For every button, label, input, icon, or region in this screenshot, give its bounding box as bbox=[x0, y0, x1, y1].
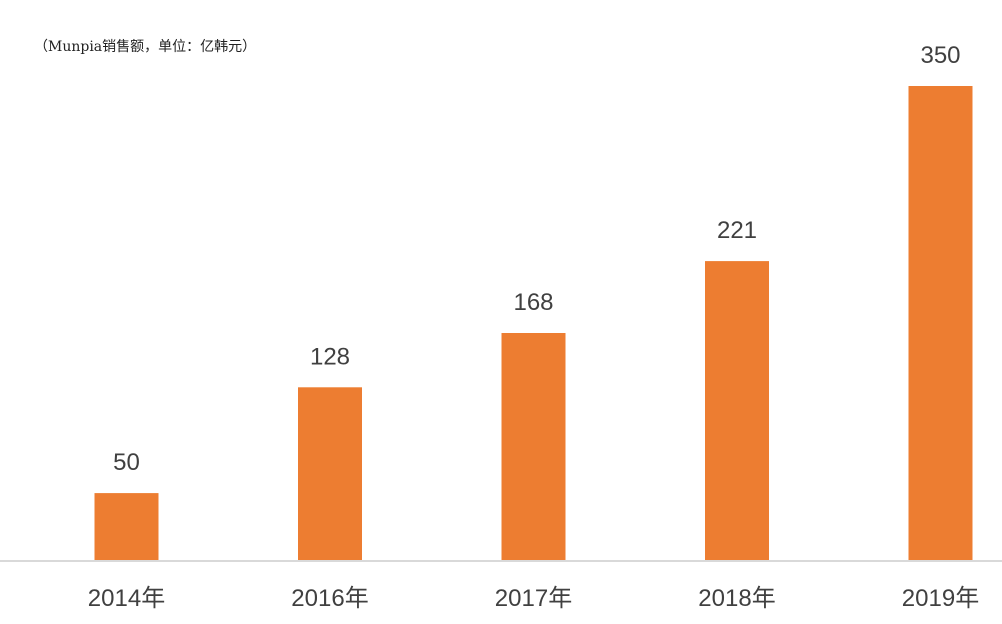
data-label-3: 221 bbox=[717, 217, 757, 244]
data-label-0: 50 bbox=[113, 449, 140, 476]
data-labels-group: 50 128 168 221 350 bbox=[113, 42, 960, 476]
x-tick-label-3: 2018年 bbox=[698, 585, 775, 612]
x-tick-labels-group: 2014年 2016年 2017年 2018年 2019年 bbox=[88, 585, 979, 612]
bars-group bbox=[94, 86, 973, 561]
data-label-2: 168 bbox=[513, 289, 553, 316]
bar-4 bbox=[908, 86, 973, 561]
bar-0 bbox=[94, 493, 159, 561]
bar-2 bbox=[501, 333, 566, 561]
x-tick-label-1: 2016年 bbox=[291, 585, 368, 612]
data-label-1: 128 bbox=[310, 343, 350, 370]
bar-3 bbox=[705, 261, 769, 561]
x-tick-label-4: 2019年 bbox=[902, 585, 979, 612]
data-label-4: 350 bbox=[920, 42, 960, 69]
x-tick-label-2: 2017年 bbox=[495, 585, 572, 612]
chart-title: （Munpia销售额，单位：亿韩元） bbox=[34, 39, 257, 55]
bar-1 bbox=[298, 387, 362, 561]
x-tick-label-0: 2014年 bbox=[88, 585, 165, 612]
